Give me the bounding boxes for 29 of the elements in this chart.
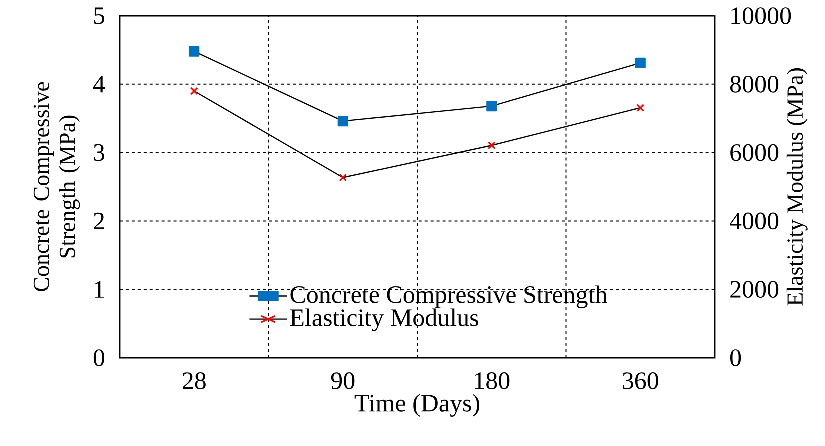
y2-tick-label: 0 xyxy=(730,350,742,366)
point xyxy=(338,116,348,127)
point xyxy=(636,104,645,112)
y-axis-title: Concrete Compressive Strength (MPa) xyxy=(34,82,80,292)
x-tick-label: 90 xyxy=(331,372,355,390)
legend-label: Concrete Compressive Strength xyxy=(290,286,608,308)
point xyxy=(635,58,646,68)
legend-label: Elasticity Modulus xyxy=(290,308,478,332)
x-tick-label: 180 xyxy=(475,372,510,390)
x-tick-label: 360 xyxy=(623,372,658,390)
point xyxy=(190,87,198,96)
x-tick-label: 28 xyxy=(182,372,206,390)
y-tick-label: 4 xyxy=(93,76,106,93)
y2-tick-label: 4000 xyxy=(730,212,779,230)
point xyxy=(486,101,498,112)
y-tick-label: 5 xyxy=(94,8,104,24)
y-tick-label: 2 xyxy=(94,212,104,230)
y-tick-label: 1 xyxy=(95,281,104,298)
y2-tick-label: 10000 xyxy=(732,8,792,24)
point xyxy=(488,142,496,150)
y2-tick-label: 8000 xyxy=(730,76,779,93)
x-axis-title: Time (Days) xyxy=(354,394,480,418)
y-tick-label: 0 xyxy=(94,350,105,366)
point xyxy=(339,174,348,182)
y2-tick-label: 2000 xyxy=(730,281,779,298)
y-tick-label: 3 xyxy=(94,144,104,162)
point xyxy=(189,46,200,57)
y2-axis-title: Elasticity Modulus (MPa) xyxy=(786,68,808,306)
y2-tick-label: 6000 xyxy=(730,144,779,162)
